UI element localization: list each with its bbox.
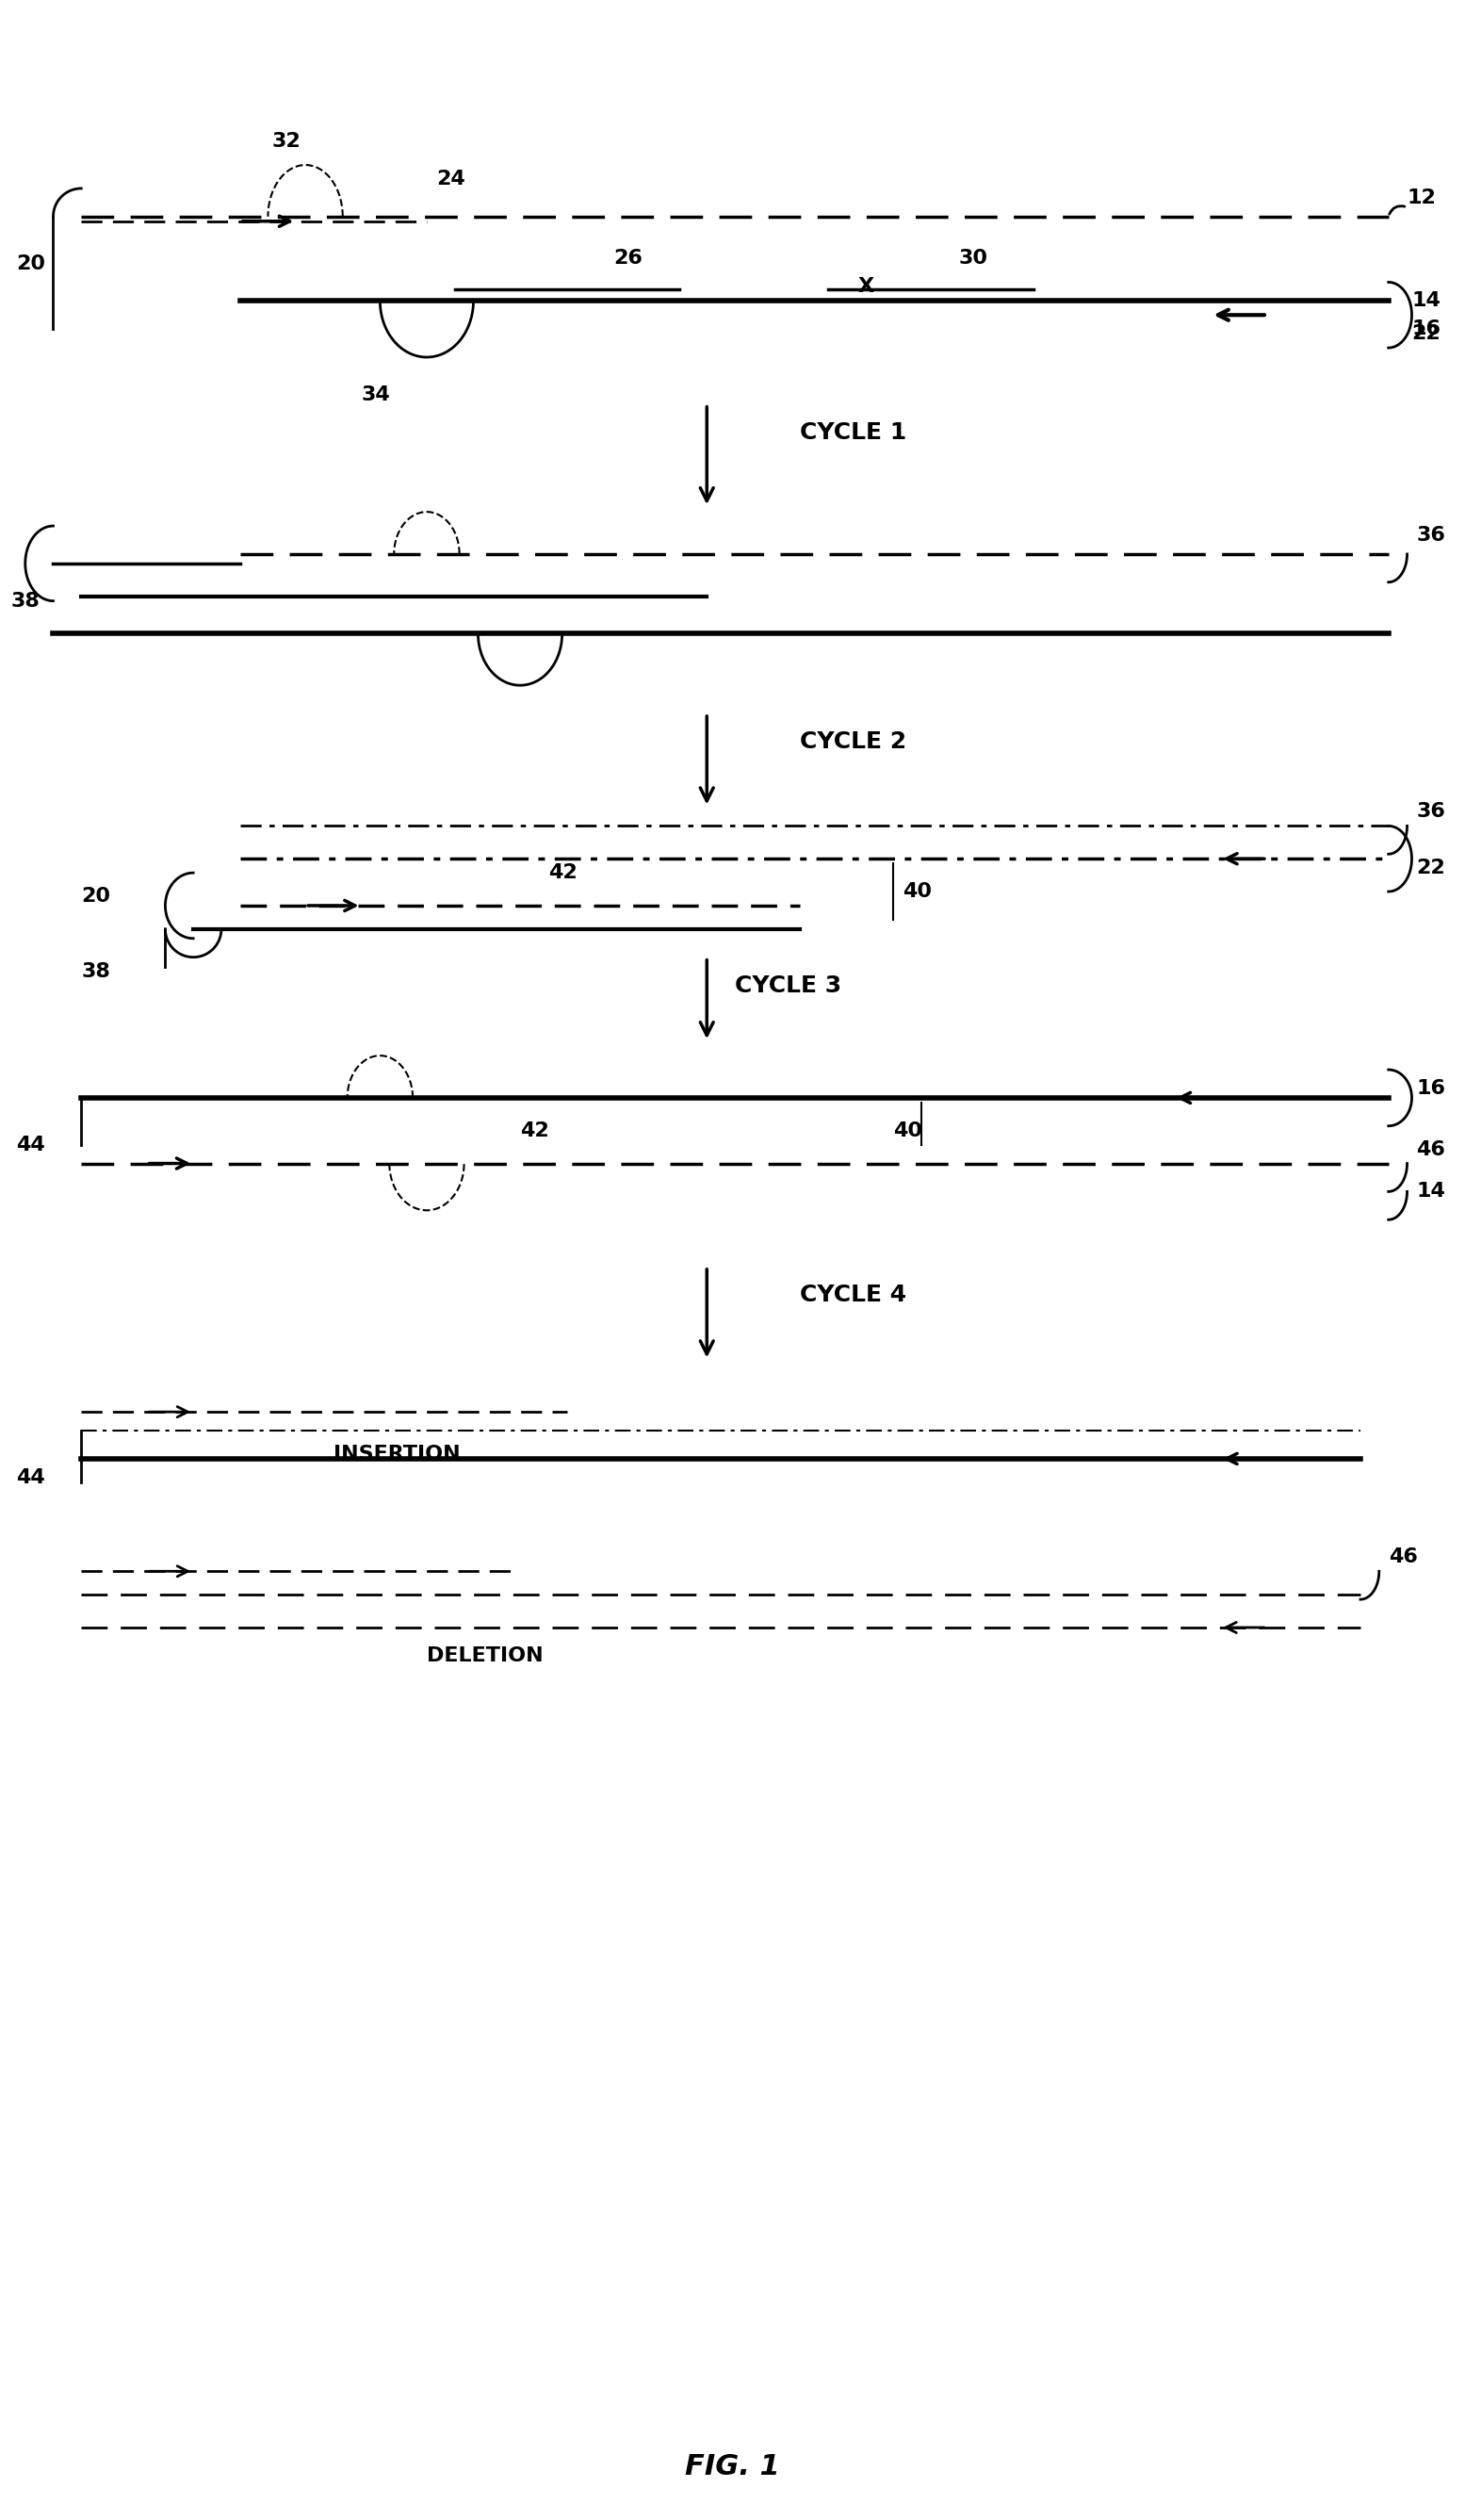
Text: FIG. 1: FIG. 1 <box>686 2452 779 2480</box>
Text: 44: 44 <box>16 1469 45 1487</box>
Text: 14: 14 <box>1412 292 1442 310</box>
Text: 40: 40 <box>902 882 932 902</box>
Text: 24: 24 <box>437 169 464 189</box>
Text: 30: 30 <box>960 249 987 267</box>
Text: 38: 38 <box>12 592 41 610</box>
Text: CYCLE 4: CYCLE 4 <box>800 1283 907 1305</box>
Text: 16: 16 <box>1417 1079 1446 1099</box>
Text: 22: 22 <box>1412 325 1440 343</box>
Text: 14: 14 <box>1417 1182 1446 1202</box>
Text: 42: 42 <box>548 864 577 882</box>
Text: 46: 46 <box>1417 1139 1446 1159</box>
Text: 34: 34 <box>362 386 390 403</box>
Text: CYCLE 1: CYCLE 1 <box>800 421 907 444</box>
Text: X: X <box>857 277 873 297</box>
Text: 46: 46 <box>1389 1547 1418 1567</box>
Text: 40: 40 <box>894 1121 923 1139</box>
Text: CYCLE 3: CYCLE 3 <box>735 975 841 995</box>
Text: 36: 36 <box>1417 801 1446 822</box>
Text: 20: 20 <box>81 887 110 905</box>
Text: 20: 20 <box>16 255 45 272</box>
Text: 32: 32 <box>272 131 302 151</box>
Text: 36: 36 <box>1417 527 1446 544</box>
Text: 26: 26 <box>614 249 643 267</box>
Text: 42: 42 <box>520 1121 549 1139</box>
Text: 44: 44 <box>16 1137 45 1154</box>
Text: 16: 16 <box>1412 320 1442 338</box>
Text: 22: 22 <box>1417 859 1446 877</box>
Text: CYCLE 2: CYCLE 2 <box>800 731 907 753</box>
Text: 38: 38 <box>81 963 110 980</box>
Text: DELETION: DELETION <box>426 1646 544 1666</box>
Text: 12: 12 <box>1406 189 1436 207</box>
Text: INSERTION: INSERTION <box>334 1444 460 1464</box>
